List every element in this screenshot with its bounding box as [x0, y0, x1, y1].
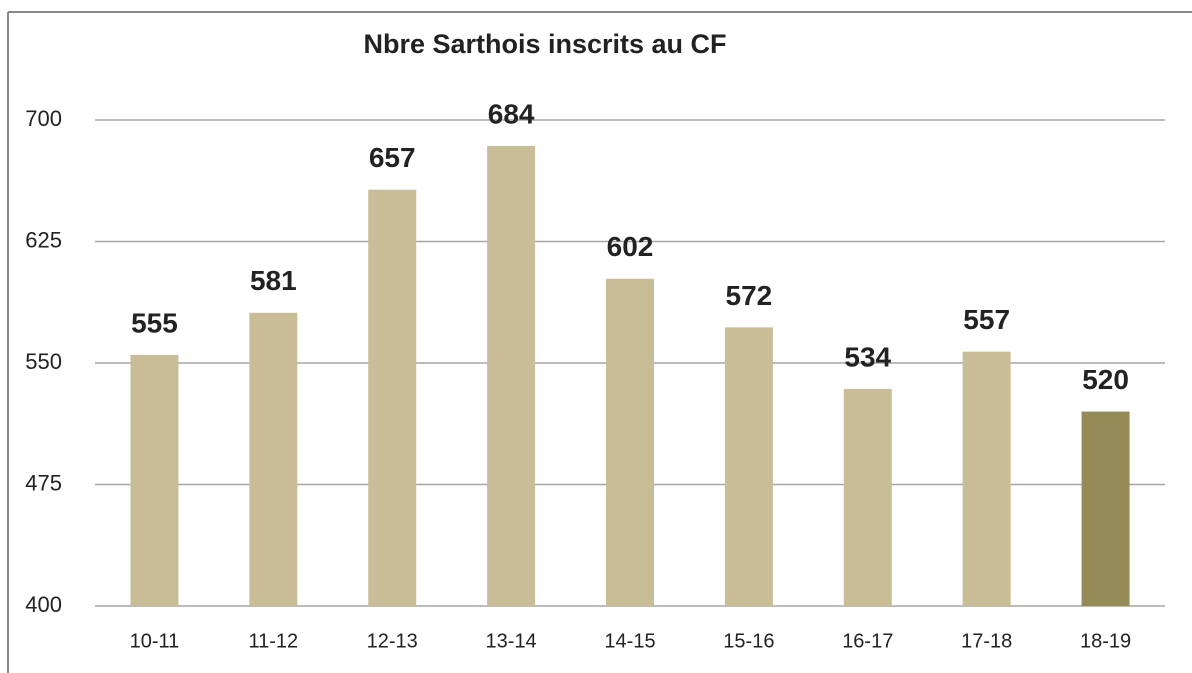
- value-label: 534: [844, 341, 891, 372]
- y-tick-label: 700: [25, 106, 62, 131]
- bar: [368, 189, 417, 606]
- value-label: 602: [607, 231, 654, 262]
- x-tick-label: 17-18: [961, 630, 1012, 652]
- x-tick-label: 11-12: [248, 630, 298, 652]
- y-tick-label: 625: [25, 227, 62, 252]
- x-tick-label: 15-16: [723, 630, 774, 652]
- bar: [724, 327, 773, 606]
- value-label: 684: [488, 98, 535, 129]
- x-tick-label: 16-17: [842, 630, 893, 652]
- x-tick-label: 12-13: [367, 630, 418, 652]
- x-tick-label: 13-14: [486, 630, 537, 652]
- bar: [1081, 411, 1130, 606]
- value-label: 557: [963, 304, 1010, 335]
- value-label: 581: [250, 265, 297, 296]
- value-label: 657: [369, 142, 416, 173]
- bar: [606, 278, 654, 606]
- value-label: 555: [131, 307, 178, 338]
- y-tick-label: 475: [25, 470, 62, 495]
- chart-title: Nbre Sarthois inscrits au CF: [363, 29, 726, 59]
- x-tick-label: 10-11: [130, 630, 180, 652]
- value-label: 520: [1082, 364, 1129, 395]
- value-label: 572: [726, 280, 773, 311]
- bar: [962, 351, 1011, 606]
- bar: [487, 145, 536, 607]
- x-tick-label: 14-15: [604, 630, 655, 652]
- bar: [843, 388, 892, 606]
- bar: [130, 354, 179, 606]
- y-tick-label: 550: [25, 349, 62, 374]
- y-tick-label: 400: [25, 592, 62, 617]
- x-tick-label: 18-19: [1080, 630, 1131, 652]
- bar: [249, 312, 298, 606]
